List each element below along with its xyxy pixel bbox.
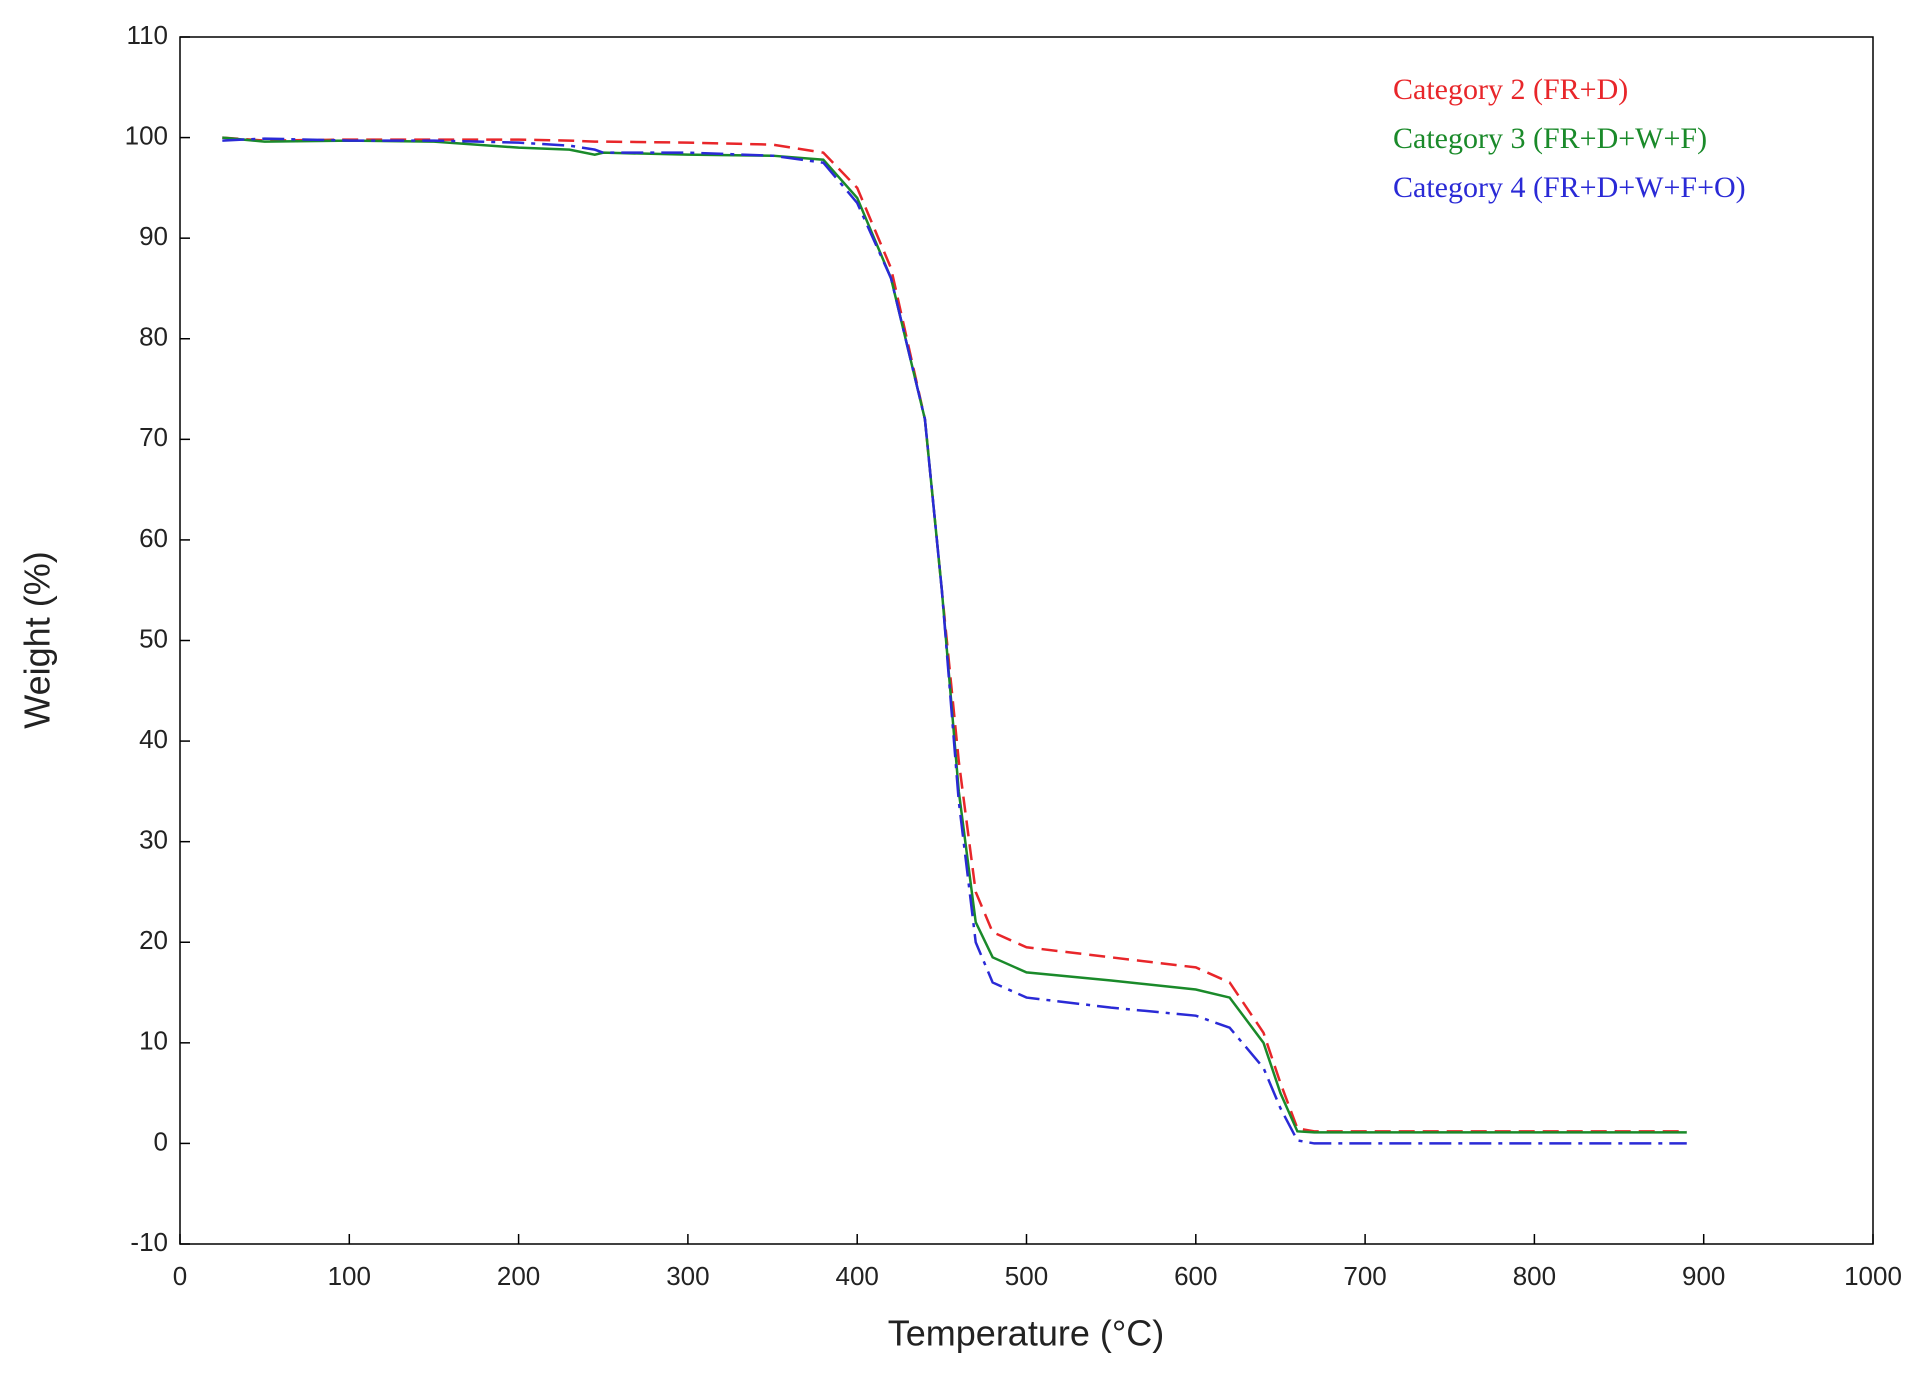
legend-entry: Category 3 (FR+D+W+F) bbox=[1393, 122, 1707, 155]
y-tick-label: -10 bbox=[130, 1227, 168, 1257]
x-tick-label: 500 bbox=[1005, 1261, 1048, 1291]
series-line bbox=[222, 137, 1687, 1145]
y-tick-label: 60 bbox=[139, 523, 168, 553]
series-line bbox=[222, 136, 1687, 1133]
y-tick-label: 10 bbox=[139, 1026, 168, 1056]
legend-entry: Category 4 (FR+D+W+F+O) bbox=[1393, 171, 1746, 204]
y-tick-label: 30 bbox=[139, 825, 168, 855]
x-tick-label: 300 bbox=[666, 1261, 709, 1291]
x-tick-label: 1000 bbox=[1844, 1261, 1902, 1291]
y-tick-label: 90 bbox=[139, 221, 168, 251]
x-tick-label: 800 bbox=[1513, 1261, 1556, 1291]
y-tick-label: 50 bbox=[139, 623, 168, 653]
legend-entry: Category 2 (FR+D) bbox=[1393, 73, 1628, 106]
x-axis-label: Temperature (°C) bbox=[888, 1313, 1164, 1354]
x-tick-label: 400 bbox=[836, 1261, 879, 1291]
x-tick-label: 700 bbox=[1343, 1261, 1386, 1291]
y-tick-label: 20 bbox=[139, 925, 168, 955]
y-tick-label: 40 bbox=[139, 724, 168, 754]
x-tick-label: 100 bbox=[328, 1261, 371, 1291]
y-axis-label: Weight (%) bbox=[17, 551, 58, 728]
y-tick-label: 0 bbox=[154, 1126, 168, 1156]
x-tick-label: 600 bbox=[1174, 1261, 1217, 1291]
y-tick-label: 80 bbox=[139, 322, 168, 352]
x-tick-label: 900 bbox=[1682, 1261, 1725, 1291]
y-tick-label: 100 bbox=[125, 120, 168, 150]
x-tick-label: 0 bbox=[173, 1261, 187, 1291]
plot-frame bbox=[179, 36, 1874, 1245]
y-tick-label: 70 bbox=[139, 422, 168, 452]
y-tick-label: 110 bbox=[127, 20, 168, 50]
series-line bbox=[222, 136, 1687, 1134]
x-tick-label: 200 bbox=[497, 1261, 540, 1291]
